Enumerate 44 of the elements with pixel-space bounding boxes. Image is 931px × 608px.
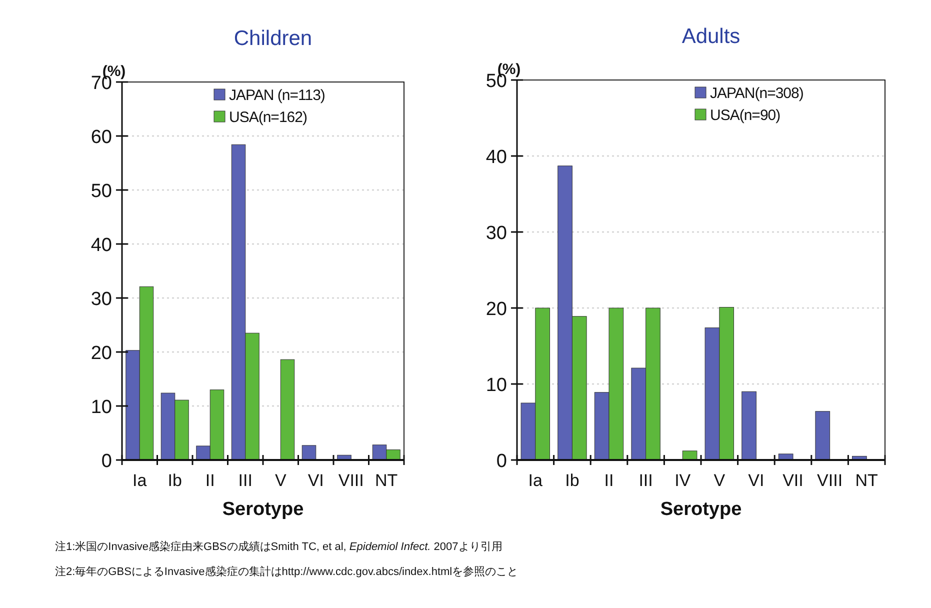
chart-title: Adults [682,25,740,48]
y-tick-label: 0 [101,451,112,472]
x-axis-title: Serotype [660,499,742,520]
y-tick-label: 20 [486,299,507,320]
y-tick-label: 40 [486,147,507,168]
bar [742,391,756,460]
legend-label: USA(n=90) [710,107,781,124]
x-tick-label: II [205,471,215,490]
x-tick-label: VIII [817,471,843,490]
bar [302,445,316,460]
text: 注2:毎年のGBSによるInvasive感染症の集計はhttp://www.cdc.gov.abcs/index.htmlを参照のこと [55,565,518,578]
y-tick-label: 0 [496,451,507,472]
x-tick-label: II [604,471,614,490]
x-tick-label: V [714,471,726,490]
y-tick-label: 10 [90,397,112,418]
y-tick-label: 30 [90,289,112,310]
x-tick-label: V [274,471,287,490]
y-tick-label: 50 [90,181,112,202]
legend-label: USA(n=162) [229,109,308,126]
y-tick-label: 10 [486,375,507,396]
x-tick-label: IV [674,471,692,490]
x-tick-label: Ib [168,471,182,490]
y-tick-label: 60 [90,127,112,148]
x-tick-label: III [238,471,252,490]
legend-label: JAPAN(n=308) [710,85,804,102]
y-tick-label: 20 [90,343,112,364]
x-tick-label: VI [308,471,324,490]
x-tick-label: VI [748,471,764,490]
x-tick-label: NT [855,471,878,490]
x-tick-label: NT [375,471,398,490]
y-tick-label: 40 [90,235,112,256]
x-tick-label: III [638,471,653,490]
x-tick-label: Ia [528,471,544,490]
bar [815,411,830,460]
x-tick-label: VII [782,471,804,490]
text: 注1:米国のInvasive感染症由来GBSの成績はSmith TC, et al, Epidemiol Infect. 2007より引用 [55,540,502,553]
x-tick-label: VIII [338,471,364,490]
x-axis-title: Serotype [222,499,304,520]
bar [280,359,295,460]
chart-title: Children [234,27,312,50]
legend-label: JAPAN (n=113) [229,87,326,104]
y-tick-label: 30 [486,223,507,244]
x-tick-label: Ib [565,471,580,490]
x-tick-label: Ia [132,471,148,490]
